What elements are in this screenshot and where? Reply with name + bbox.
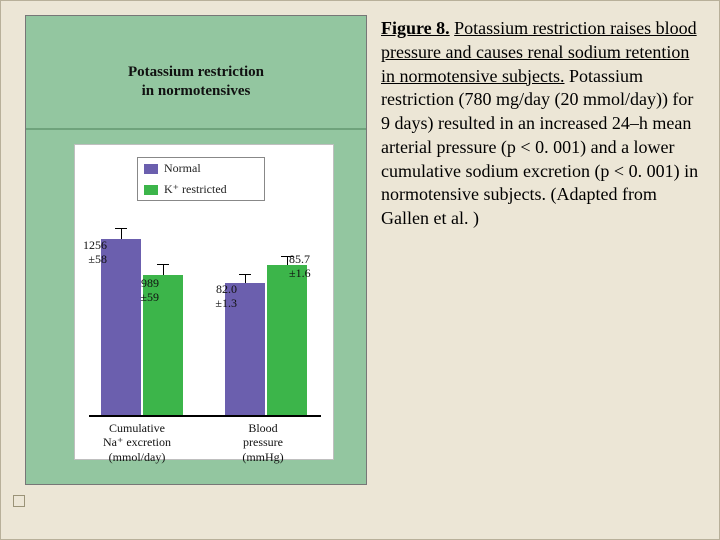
caption-column: Figure 8. Potassium restriction raises b… [381, 15, 701, 485]
x-axis [89, 415, 321, 417]
chart-panel: Normal K⁺ restricted 1256 ±58 [74, 144, 334, 460]
xlabel-g1-l2: Na⁺ excretion [89, 435, 185, 449]
errcap-na-restricted [157, 264, 169, 265]
datalabel-na-normal: 1256 ±58 [67, 239, 107, 267]
xlabel-g2-l3: (mmHg) [215, 450, 311, 464]
errbar-bp-normal [245, 275, 246, 283]
errbar-na-normal [121, 229, 122, 239]
errbar-na-restricted [163, 265, 164, 275]
xlabel-g2-l1: Blood [215, 421, 311, 435]
figure-divider [26, 128, 366, 130]
slide-content: Potassium restriction in normotensives N… [1, 1, 719, 499]
xlabel-group2: Blood pressure (mmHg) [215, 421, 311, 464]
errcap-bp-normal [239, 274, 251, 275]
errcap-na-normal [115, 228, 127, 229]
plot-area: 1256 ±58 989 ±59 82.0 ±1.3 85.7 ±1.6 [89, 221, 321, 417]
caption-body: Potassium restriction (780 mg/day (20 mm… [381, 66, 698, 229]
legend-label-restricted: K⁺ restricted [164, 182, 227, 197]
legend-label-normal: Normal [164, 161, 201, 176]
errbar-bp-restricted [287, 257, 288, 265]
bar-bp-restricted [267, 265, 307, 415]
figure-title-band: Potassium restriction in normotensives [26, 54, 366, 126]
figure-title-line1: Potassium restriction [26, 64, 366, 81]
legend-swatch-restricted [144, 185, 158, 195]
xlabel-g1-l3: (mmol/day) [89, 450, 185, 464]
datalabel-bp-restricted: 85.7 ±1.6 [289, 253, 333, 281]
legend-item-normal: Normal [138, 158, 264, 179]
caption-label: Figure 8. [381, 18, 450, 38]
legend-swatch-normal [144, 164, 158, 174]
datalabel-bp-normal: 82.0 ±1.3 [197, 283, 237, 311]
xlabel-g2-l2: pressure [215, 435, 311, 449]
datalabel-na-restricted: 989 ±59 [119, 277, 159, 305]
figure-column: Potassium restriction in normotensives N… [25, 15, 367, 485]
xlabel-g1-l1: Cumulative [89, 421, 185, 435]
legend: Normal K⁺ restricted [137, 157, 265, 201]
xlabel-group1: Cumulative Na⁺ excretion (mmol/day) [89, 421, 185, 464]
figure-panel: Potassium restriction in normotensives N… [25, 15, 367, 485]
bar-na-normal [101, 239, 141, 415]
legend-item-restricted: K⁺ restricted [138, 179, 264, 200]
figure-title-line2: in normotensives [26, 83, 366, 100]
slide-corner-decoration [13, 495, 25, 507]
